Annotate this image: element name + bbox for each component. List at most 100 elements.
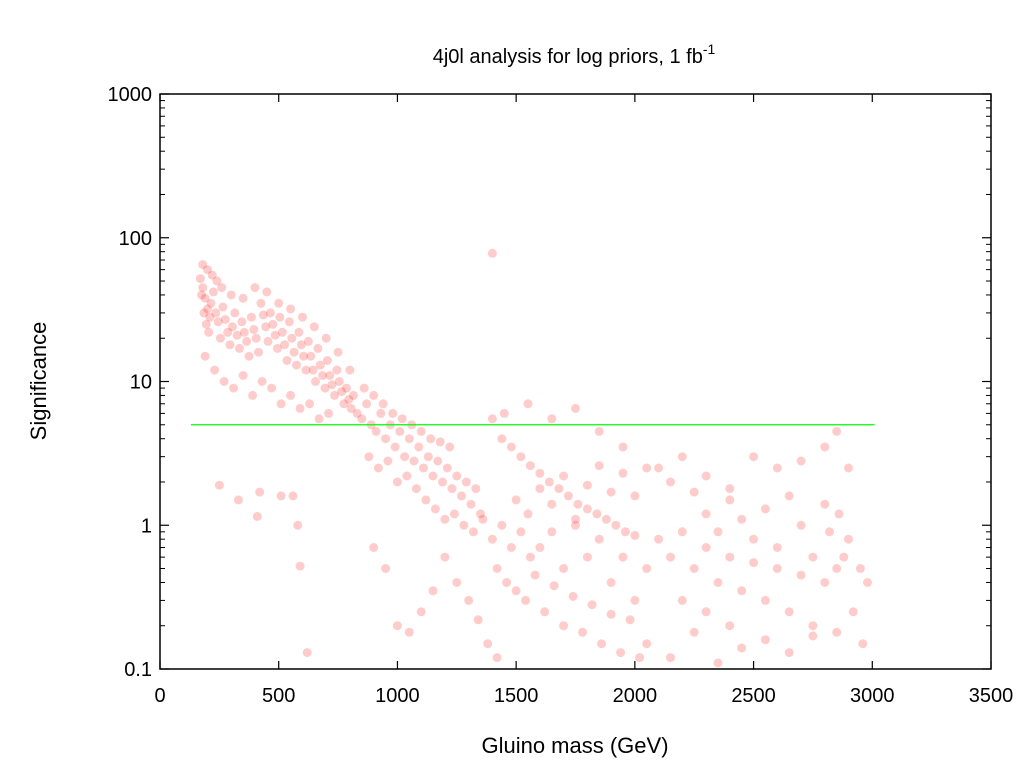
data-point	[760, 595, 770, 605]
data-point	[547, 414, 557, 424]
x-tick-label: 2000	[613, 685, 658, 707]
data-point	[848, 607, 858, 617]
x-tick-label: 1000	[375, 685, 420, 707]
data-point	[611, 520, 621, 530]
data-point	[701, 607, 711, 617]
data-point	[235, 343, 244, 353]
data-point	[204, 327, 214, 337]
data-point	[311, 377, 320, 386]
data-point	[502, 578, 512, 587]
chart-title-main: 4j0l analysis for log priors, 1 fb	[433, 46, 703, 68]
data-point	[218, 302, 228, 312]
data-point	[820, 578, 830, 587]
data-point	[205, 312, 215, 322]
data-point	[330, 390, 339, 400]
data-point	[299, 351, 309, 361]
y-tick-label: 1	[141, 515, 152, 537]
data-point	[666, 477, 675, 487]
data-point	[772, 564, 782, 573]
data-point	[346, 403, 356, 413]
data-point	[352, 408, 362, 418]
data-point	[471, 484, 481, 494]
data-point	[582, 552, 592, 562]
x-tick-label: 500	[262, 685, 295, 707]
data-point	[839, 552, 849, 562]
data-point	[858, 639, 868, 649]
data-point	[620, 527, 630, 537]
data-point	[232, 330, 242, 340]
data-point	[506, 543, 516, 552]
data-point	[276, 491, 286, 501]
data-point	[544, 477, 554, 487]
data-point	[492, 564, 502, 573]
data-point	[499, 408, 509, 418]
data-point	[820, 499, 830, 509]
data-point	[238, 371, 248, 380]
data-point	[364, 452, 374, 462]
data-point	[404, 434, 414, 444]
data-point	[438, 477, 447, 487]
data-point	[334, 377, 344, 386]
data-point	[701, 543, 711, 552]
data-point	[820, 442, 830, 452]
data-point	[333, 347, 343, 357]
data-point	[217, 283, 227, 293]
data-point	[229, 383, 239, 393]
data-point	[414, 442, 424, 452]
data-point	[832, 426, 842, 436]
data-point	[223, 327, 233, 337]
data-point	[397, 414, 407, 424]
data-point	[263, 336, 273, 346]
data-point	[308, 365, 318, 375]
data-point	[345, 365, 355, 375]
data-point	[339, 399, 349, 409]
data-point	[252, 512, 262, 521]
data-point	[642, 564, 652, 573]
data-point	[654, 463, 664, 473]
data-point	[689, 564, 699, 573]
data-point	[292, 360, 301, 370]
data-point	[332, 365, 342, 375]
data-point	[597, 639, 607, 649]
data-point	[286, 304, 296, 314]
x-tick-label: 1500	[494, 685, 539, 707]
data-point	[511, 586, 521, 596]
data-point	[784, 648, 794, 658]
data-point	[273, 343, 282, 353]
y-tick-label: 0.1	[124, 659, 152, 681]
data-point	[244, 351, 254, 361]
data-point	[390, 442, 400, 452]
data-point	[295, 403, 305, 413]
data-point	[701, 471, 711, 481]
data-point	[497, 520, 507, 530]
data-point	[381, 434, 391, 444]
data-point	[327, 380, 337, 390]
y-tick-label: 10	[130, 372, 152, 394]
data-point	[525, 461, 535, 471]
data-point	[275, 312, 285, 322]
data-point	[344, 395, 354, 404]
data-point	[295, 561, 305, 571]
data-point	[452, 578, 462, 587]
data-point	[314, 414, 324, 424]
data-point	[808, 631, 818, 641]
data-point	[359, 383, 369, 393]
data-point	[238, 293, 248, 303]
y-tick-label: 1000	[108, 84, 153, 106]
data-point	[630, 491, 640, 501]
data-point	[449, 509, 459, 519]
data-point	[211, 308, 221, 318]
data-point	[421, 495, 431, 505]
data-point	[630, 595, 640, 605]
data-point	[855, 564, 865, 573]
y-axis-label: Significance	[26, 322, 51, 441]
data-point	[250, 283, 260, 293]
data-point	[230, 308, 240, 318]
data-point	[433, 456, 443, 466]
data-point	[313, 343, 323, 353]
data-point	[294, 327, 304, 337]
data-point	[411, 484, 421, 494]
data-point	[523, 399, 533, 409]
data-point	[203, 265, 212, 275]
data-point	[419, 463, 428, 473]
